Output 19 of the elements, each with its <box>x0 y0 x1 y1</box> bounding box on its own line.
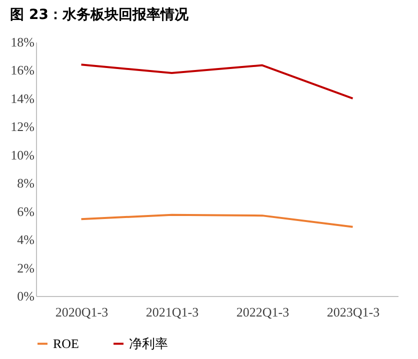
x-tick-label: 2023Q1-3 <box>326 304 380 320</box>
y-tick-label: 8% <box>17 176 35 191</box>
chart-title: 图 23：水务板块回报率情况 <box>10 6 190 23</box>
y-tick-label: 12% <box>10 119 35 134</box>
x-tick-label: 2020Q1-3 <box>55 304 108 320</box>
y-tick-label: 18% <box>10 34 35 50</box>
x-tick-label: 2021Q1-3 <box>146 304 199 320</box>
x-tick-label: 2022Q1-3 <box>236 304 290 320</box>
legend-label: 净利率 <box>129 336 168 351</box>
line-series <box>80 214 354 228</box>
y-tick-label: 14% <box>10 90 35 106</box>
y-tick-label: 4% <box>17 232 35 248</box>
y-tick-label: 0% <box>17 288 35 304</box>
y-tick-label: 10% <box>10 147 35 162</box>
y-tick-label: 6% <box>17 204 35 219</box>
legend-label: ROE <box>53 336 80 351</box>
line-series <box>80 64 354 100</box>
y-tick-label: 2% <box>17 260 35 276</box>
y-tick-label: 16% <box>10 62 35 78</box>
